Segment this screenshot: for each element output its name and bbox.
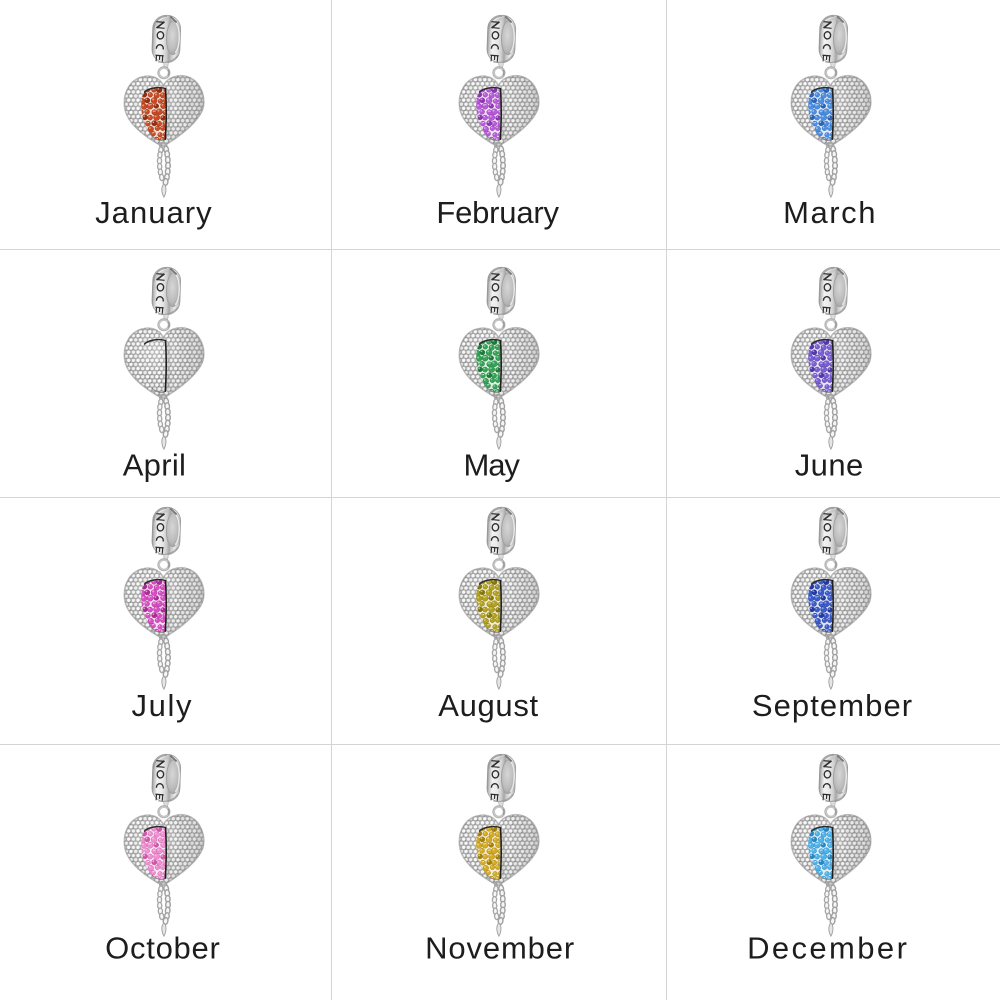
svg-text:May: May: [463, 447, 520, 482]
svg-text:November: November: [425, 930, 575, 965]
svg-text:August: August: [438, 688, 539, 723]
svg-text:December: December: [747, 930, 909, 965]
svg-text:June: June: [795, 447, 864, 482]
svg-text:March: March: [783, 195, 877, 230]
svg-text:September: September: [752, 688, 913, 723]
svg-text:April: April: [123, 447, 187, 482]
svg-text:July: July: [131, 688, 193, 723]
svg-text:January: January: [95, 195, 213, 230]
svg-text:October: October: [105, 930, 220, 965]
svg-text:February: February: [436, 195, 559, 230]
